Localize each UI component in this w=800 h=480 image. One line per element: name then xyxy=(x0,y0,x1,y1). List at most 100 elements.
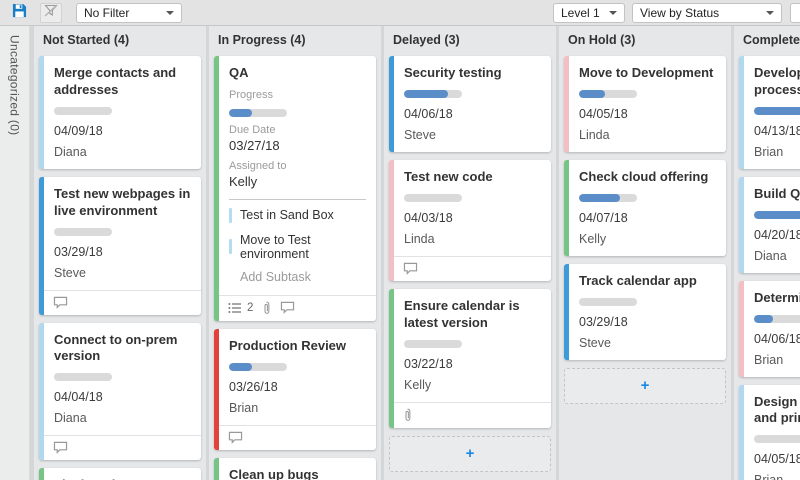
card-body: Development process 04/13/18 Brian xyxy=(744,56,800,169)
card-due-date: 03/26/18 xyxy=(229,379,278,394)
paperclip-icon[interactable] xyxy=(403,408,412,422)
kanban-card[interactable]: Test new code 04/03/18 Linda xyxy=(389,159,551,281)
save-icon xyxy=(12,3,27,23)
column-header: Not Started (4) xyxy=(43,33,130,47)
add-card-button[interactable]: + xyxy=(564,367,726,404)
kanban-card[interactable]: Check cloud offering 04/07/18 Kelly xyxy=(564,159,726,256)
subtask-item[interactable]: Test in Sand Box xyxy=(229,203,366,228)
comment-icon[interactable] xyxy=(53,296,68,309)
progress-bar xyxy=(404,193,462,202)
add-subtask-link[interactable]: Add Subtask xyxy=(240,269,311,284)
card-assignee: Steve xyxy=(579,335,611,350)
comment-icon[interactable] xyxy=(228,431,243,444)
subtask-title: Move to Test environment xyxy=(240,232,311,261)
card-body: Production Review 03/26/18 Brian xyxy=(219,329,376,425)
card-due-date: 04/04/18 xyxy=(54,390,103,405)
progress-bar xyxy=(54,227,112,236)
progress-fill xyxy=(754,314,773,323)
progress-fill xyxy=(579,89,606,98)
kanban-card[interactable]: Move to Development 04/05/18 Linda xyxy=(564,56,726,152)
kanban-card[interactable]: Determine 04/06/18 Brian xyxy=(739,280,800,377)
progress-bar xyxy=(404,339,462,348)
card-due-date: 04/03/18 xyxy=(404,210,453,225)
card-due-date: 03/29/18 xyxy=(579,314,628,329)
toolbar: No Filter Level 1 View by Status xyxy=(0,0,800,26)
kanban-card[interactable]: Track calendar app 03/29/18 Steve xyxy=(564,263,726,360)
kanban-card[interactable]: Merge contacts and addresses 04/09/18 Dian… xyxy=(39,56,201,169)
card-footer xyxy=(219,424,376,450)
card-body: Move to Development 04/05/18 Linda xyxy=(569,56,726,152)
progress-bar xyxy=(404,89,462,98)
divider xyxy=(229,198,366,200)
progress-bar xyxy=(754,314,800,323)
kanban-card[interactable]: Build QA e 04/20/18 Diana xyxy=(739,176,800,273)
card-due-date: 03/22/18 xyxy=(404,356,453,371)
kanban-card[interactable]: QA Progress Due Date 03/27/18 Assigned to Kel… xyxy=(214,56,376,321)
kanban-card[interactable]: Design the and print o 04/05/18 Brian xyxy=(739,384,800,480)
column-header: In Progress (4) xyxy=(218,33,306,47)
card-due-date: 04/06/18 xyxy=(754,331,800,346)
card-assignee: Brian xyxy=(754,144,784,159)
column-header: Completed (4) xyxy=(743,33,800,47)
progress-bar xyxy=(754,435,800,444)
subtask-item[interactable]: Move to Test environment xyxy=(229,228,366,266)
card-footer xyxy=(394,255,551,281)
checklist-icon[interactable] xyxy=(228,302,243,314)
card-list: Development process 04/13/18 Brian Build QA… xyxy=(734,54,800,480)
toolbar-overflow-control[interactable] xyxy=(790,2,800,23)
card-list: Move to Development 04/05/18 Linda Check cl… xyxy=(559,54,731,410)
view-by-dropdown[interactable]: View by Status xyxy=(632,2,782,23)
progress-bar xyxy=(54,373,112,382)
card-assignee: Linda xyxy=(404,231,435,246)
card-assignee: Diana xyxy=(54,411,87,426)
card-footer: 2 xyxy=(219,294,376,321)
progress-bar xyxy=(229,108,287,117)
card-title: Track calendar app xyxy=(579,272,697,288)
kanban-card[interactable]: Development process 04/13/18 Brian xyxy=(739,56,800,169)
progress-bar xyxy=(579,193,637,202)
uncategorized-rail[interactable]: Uncategorized (0) xyxy=(0,26,30,480)
card-body: Merge contacts and addresses 04/09/18 Dian… xyxy=(44,56,201,169)
kanban-card[interactable]: Ensure calendar is latest version 03/22/1… xyxy=(389,288,551,428)
card-due-date: 04/13/18 xyxy=(754,123,800,138)
comment-icon[interactable] xyxy=(53,441,68,455)
level-dropdown[interactable]: Level 1 xyxy=(553,2,625,23)
board-column: Delayed (3) Security testing 04/06/18 Steve… xyxy=(384,26,556,480)
comment-icon[interactable] xyxy=(280,301,295,315)
progress-bar xyxy=(54,106,112,115)
filter-dropdown-value: No Filter xyxy=(84,5,130,20)
card-body: QA Progress Due Date 03/27/18 Assigned to Kel… xyxy=(219,56,376,295)
add-card-button[interactable]: + xyxy=(389,435,551,472)
card-due-date: 03/29/18 xyxy=(54,244,103,259)
card-title: Development process xyxy=(754,65,800,97)
due-date-label: Due Date xyxy=(229,123,276,136)
card-title: Connect to on-prem version xyxy=(54,331,178,364)
filter-button[interactable] xyxy=(40,2,62,23)
progress-fill xyxy=(229,108,253,117)
card-title: Determine xyxy=(754,289,800,305)
progress-label: Progress xyxy=(229,88,274,101)
filter-dropdown[interactable]: No Filter xyxy=(76,2,182,23)
chevron-down-icon xyxy=(609,10,617,15)
paperclip-icon[interactable] xyxy=(262,301,271,315)
kanban-card[interactable]: Security testing 04/06/18 Steve xyxy=(389,56,551,152)
kanban-card[interactable]: Production Review 03/26/18 Brian xyxy=(214,328,376,450)
save-button[interactable] xyxy=(8,3,30,23)
card-title: Clean up bugs xyxy=(229,466,319,480)
uncategorized-label: Uncategorized (0) xyxy=(7,35,22,136)
card-title: Check cloud offering xyxy=(579,168,709,184)
card-title: Merge contacts and addresses xyxy=(54,65,177,97)
card-title: Design the and print o xyxy=(754,393,800,426)
card-title: Move to Development xyxy=(579,65,714,80)
kanban-card[interactable]: Test new webpages in live environment 03/… xyxy=(39,176,201,315)
card-body: Track calendar app 03/29/18 Steve xyxy=(569,264,726,360)
card-body: Determine 04/06/18 Brian xyxy=(744,281,800,377)
card-title: Ensure calendar is latest version xyxy=(404,297,520,330)
comment-icon[interactable] xyxy=(403,262,418,275)
card-due-date: 04/07/18 xyxy=(579,210,628,225)
kanban-card[interactable]: Connect to on-prem version 04/04/18 Diana xyxy=(39,322,201,461)
column-header: On Hold (3) xyxy=(568,33,636,47)
